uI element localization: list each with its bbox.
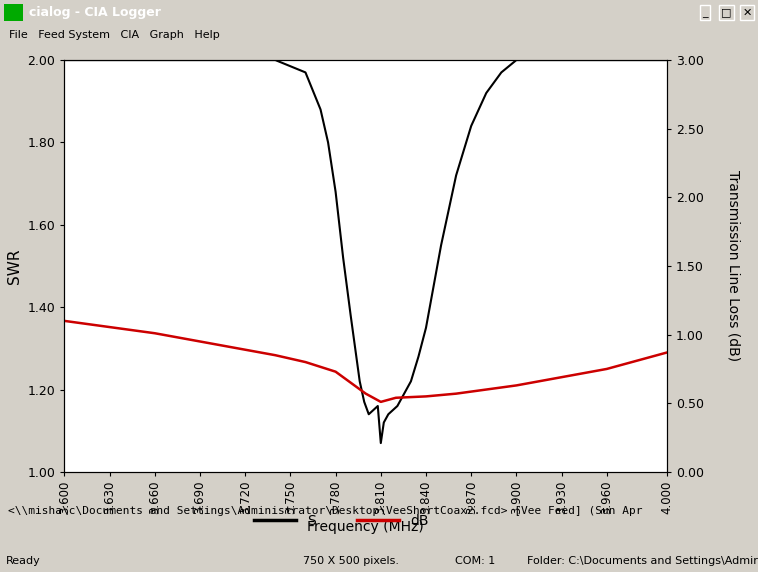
Text: _: _ (702, 7, 708, 18)
Y-axis label: Transmission Line Loss (dB): Transmission Line Loss (dB) (726, 170, 741, 362)
Legend: S, dB: S, dB (249, 509, 434, 534)
X-axis label: Frequency (MHz): Frequency (MHz) (307, 520, 424, 534)
Bar (4, 4, 23, 21)
Text: □: □ (721, 7, 731, 18)
Y-axis label: SWR: SWR (7, 248, 22, 284)
Text: Ready: Ready (6, 556, 41, 566)
Text: cialog - CIA Logger: cialog - CIA Logger (29, 6, 161, 19)
Text: COM: 1: COM: 1 (455, 556, 495, 566)
Text: <\\misha\c\Documents and Settings\Administrator\Desktop\VeeShortCoax2.fcd> [Vee : <\\misha\c\Documents and Settings\Admini… (8, 506, 642, 516)
Text: Folder: C:\Documents and Settings\Admir: Folder: C:\Documents and Settings\Admir (527, 556, 758, 566)
Text: 750 X 500 pixels.: 750 X 500 pixels. (303, 556, 399, 566)
Text: File   Feed System   CIA   Graph   Help: File Feed System CIA Graph Help (9, 30, 220, 40)
Text: ✕: ✕ (743, 7, 752, 18)
